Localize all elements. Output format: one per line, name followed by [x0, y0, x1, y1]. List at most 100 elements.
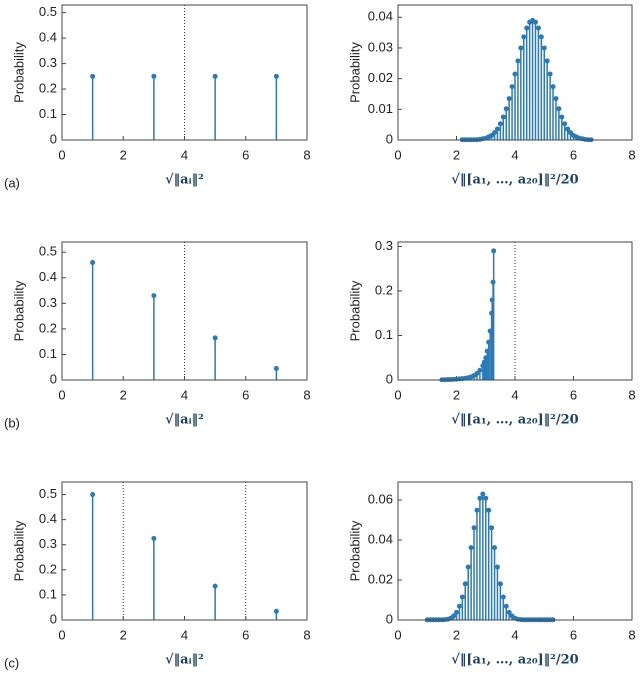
x-tick-label: 2 — [453, 627, 460, 642]
stem-marker — [474, 507, 480, 513]
stem-marker — [480, 491, 486, 497]
x-axis-label: √‖aᵢ‖² — [165, 173, 204, 188]
stem-marker — [90, 259, 96, 265]
x-tick-label: 8 — [628, 387, 635, 402]
plot-frame — [61, 241, 308, 381]
x-tick-label: 4 — [511, 627, 518, 642]
stem-marker — [538, 34, 544, 40]
stem-marker — [151, 73, 157, 79]
stem-marker — [553, 96, 559, 102]
stem-marker — [492, 545, 498, 551]
x-tick-label: 8 — [303, 387, 310, 402]
stem-marker — [459, 594, 465, 600]
x-axis-label: √‖[a₁, …, a₂₀]‖²/20 — [451, 653, 578, 668]
x-tick-label: 8 — [303, 147, 310, 162]
y-tick-label: 0.1 — [39, 586, 57, 601]
x-tick-label: 0 — [58, 147, 65, 162]
stem-marker — [494, 126, 500, 132]
y-tick-label: 0 — [386, 611, 393, 626]
y-tick-label: 0.5 — [39, 244, 57, 259]
stem-marker — [562, 121, 568, 127]
panel-label: (b) — [4, 415, 20, 430]
x-tick-label: 4 — [181, 147, 188, 162]
stem-marker — [212, 335, 218, 341]
stem-marker — [486, 507, 492, 513]
y-tick-label: 0.04 — [368, 9, 393, 24]
stem-marker — [500, 114, 506, 120]
stem-marker — [497, 121, 503, 127]
y-tick-label: 0.2 — [375, 282, 393, 297]
y-tick-label: 0.5 — [39, 486, 57, 501]
stem-marker — [456, 603, 462, 609]
x-tick-label: 0 — [394, 387, 401, 402]
y-axis-label: Probability — [347, 42, 362, 103]
stem-marker — [273, 366, 279, 371]
x-tick-label: 6 — [242, 387, 249, 402]
stem-marker — [541, 45, 547, 51]
y-tick-label: 0 — [50, 131, 57, 146]
y-tick-label: 0.03 — [368, 39, 393, 54]
y-tick-label: 0.3 — [39, 295, 57, 310]
stem-marker — [273, 73, 279, 79]
panel-label: (c) — [4, 655, 19, 670]
x-tick-label: 2 — [120, 147, 127, 162]
stem-marker — [491, 248, 497, 254]
stem-marker — [550, 84, 556, 90]
stem-marker — [90, 73, 96, 79]
x-tick-label: 8 — [303, 627, 310, 642]
plot-frame — [397, 241, 633, 381]
y-tick-label: 0.2 — [39, 561, 57, 576]
stem-marker — [273, 608, 279, 614]
stem-marker — [451, 613, 457, 619]
stem-marker — [524, 25, 530, 31]
stem-marker — [465, 564, 471, 570]
x-tick-label: 6 — [570, 147, 577, 162]
y-tick-label: 0 — [386, 371, 393, 386]
x-tick-label: 2 — [453, 387, 460, 402]
y-axis-label: Probability — [11, 520, 26, 581]
y-tick-label: 0 — [50, 371, 57, 386]
x-tick-label: 2 — [120, 627, 127, 642]
x-tick-label: 8 — [628, 627, 635, 642]
x-axis-label: √‖[a₁, …, a₂₀]‖²/20 — [451, 413, 578, 428]
stem-marker — [515, 58, 521, 64]
x-tick-label: 6 — [242, 147, 249, 162]
stem-marker — [506, 609, 512, 615]
stem-marker — [544, 58, 550, 64]
x-tick-label: 4 — [181, 627, 188, 642]
y-tick-label: 0.4 — [39, 511, 57, 526]
stem-marker — [521, 34, 527, 40]
stem-marker — [454, 609, 459, 615]
stem-marker — [556, 106, 562, 112]
stem-marker — [477, 495, 483, 501]
x-tick-label: 0 — [394, 147, 401, 162]
x-tick-label: 6 — [570, 387, 577, 402]
y-tick-label: 0.1 — [39, 106, 57, 121]
x-axis-label: √‖[a₁, …, a₂₀]‖²/20 — [451, 173, 578, 188]
panel-label: (a) — [4, 175, 20, 190]
stem-marker — [503, 106, 509, 112]
y-tick-label: 0.01 — [368, 101, 393, 116]
y-tick-label: 0 — [50, 611, 57, 626]
y-tick-label: 0.3 — [39, 55, 57, 70]
y-tick-label: 0.04 — [368, 531, 393, 546]
stem-marker — [489, 525, 495, 531]
y-tick-label: 0.4 — [39, 269, 57, 284]
x-tick-label: 0 — [394, 627, 401, 642]
x-axis-label: √‖aᵢ‖² — [165, 653, 204, 668]
y-tick-label: 0.3 — [39, 536, 57, 551]
plot-frame — [397, 4, 633, 141]
plot-frame — [61, 4, 308, 141]
y-tick-label: 0 — [386, 131, 393, 146]
y-tick-label: 0.1 — [375, 327, 393, 342]
y-tick-label: 0.1 — [39, 346, 57, 361]
stem-marker — [503, 603, 509, 609]
x-tick-label: 0 — [58, 387, 65, 402]
stem-marker — [151, 293, 157, 299]
stem-marker — [212, 73, 218, 79]
y-tick-label: 0.3 — [375, 238, 393, 253]
x-tick-label: 4 — [181, 387, 188, 402]
stem-marker — [500, 594, 506, 600]
stem-marker — [483, 495, 489, 501]
